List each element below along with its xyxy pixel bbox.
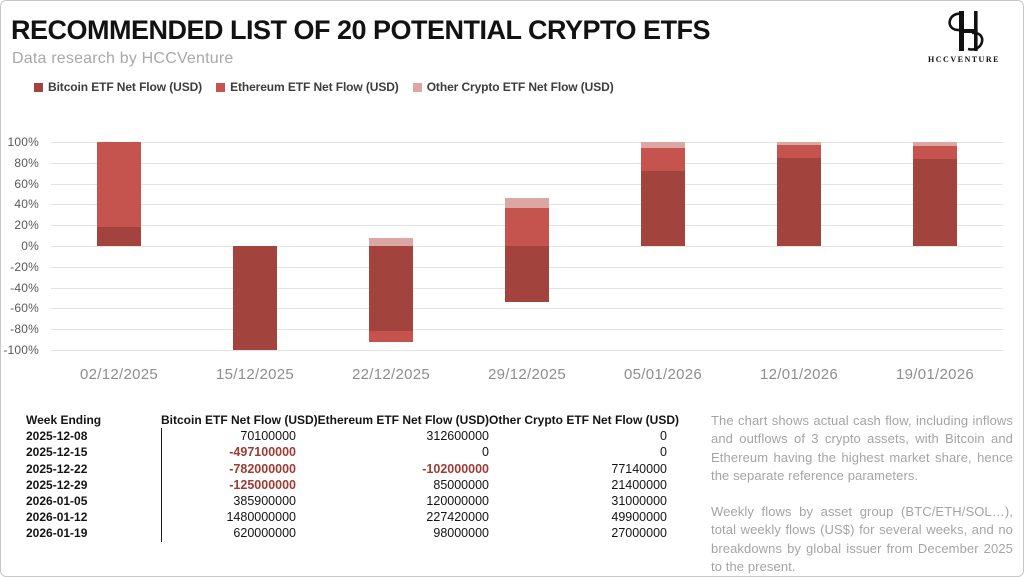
bar-segment-ethereum [369, 330, 413, 342]
legend-label: Other Crypto ETF Net Flow (USD) [426, 80, 614, 94]
x-axis-category-label: 15/12/2025 [215, 366, 295, 383]
table-cell-value: 385900000 [161, 492, 296, 510]
table-cell-value: 49900000 [611, 510, 667, 525]
table-cell-value: 0 [660, 429, 667, 444]
table-header: Ethereum ETF Net Flow (USD) [317, 413, 489, 427]
table-cell-week: 2025-12-22 [26, 461, 88, 476]
table-header: Week Ending [26, 413, 102, 427]
x-axis-category-label: 05/01/2026 [623, 366, 703, 383]
page-title: RECOMMENDED LIST OF 20 POTENTIAL CRYPTO … [11, 15, 711, 45]
bar-segment-bitcoin [777, 158, 821, 246]
annotation-paragraph-1: The chart shows actual cash flow, includ… [711, 413, 1013, 484]
legend-label: Ethereum ETF Net Flow (USD) [230, 80, 399, 94]
table-cell-value: 27000000 [611, 526, 667, 541]
bar-segment-other [913, 142, 957, 146]
table-cell-week: 2026-01-05 [26, 493, 88, 508]
bar-segment-other [505, 198, 549, 208]
y-axis-tick-label: -40% [10, 280, 39, 295]
x-axis-category-label: 19/01/2026 [895, 366, 975, 383]
annotation-paragraph-2: Weekly flows by asset group (BTC/ETH/SOL… [711, 503, 1013, 575]
gridline [51, 329, 1003, 331]
y-axis-tick-label: 100% [7, 135, 39, 149]
x-axis-category-label: 29/12/2025 [487, 366, 567, 383]
table-cell-value: 312600000 [426, 429, 489, 444]
table-cell-value: 1480000000 [161, 509, 296, 526]
chart-legend: Bitcoin ETF Net Flow (USD) Ethereum ETF N… [34, 80, 614, 94]
table-cell-value: 227420000 [426, 510, 489, 525]
bar-segment-bitcoin [641, 171, 685, 246]
table-cell-value: -497100000 [161, 444, 296, 461]
bar-segment-other [777, 142, 821, 145]
y-axis-tick-label: 0% [21, 239, 39, 253]
flows-table: Week Ending Bitcoin ETF Net Flow (USD) Eth… [26, 412, 679, 542]
table-cell-value: 85000000 [433, 477, 489, 492]
table-cell-week: 2025-12-29 [26, 477, 88, 492]
y-axis-tick-label: -60% [10, 301, 39, 316]
legend-label: Bitcoin ETF Net Flow (USD) [48, 80, 203, 94]
y-axis-tick-label: -20% [10, 259, 39, 274]
x-axis-category-label: 22/12/2025 [351, 366, 431, 383]
brand-logo: HCCVENTURE [921, 7, 1007, 64]
bar-segment-ethereum [777, 144, 821, 159]
legend-swatch-icon [412, 82, 422, 92]
table-cell-value: 0 [660, 445, 667, 460]
bar-segment-other [369, 237, 413, 246]
table-cell-value: 21400000 [611, 477, 667, 492]
table-cell-value: 31000000 [611, 493, 667, 508]
x-axis-category-label: 12/01/2026 [759, 366, 839, 383]
bar-segment-bitcoin [97, 226, 141, 246]
table-cell-week: 2025-12-15 [26, 445, 88, 460]
table-header: Other Crypto ETF Net Flow (USD) [489, 413, 679, 427]
bar-segment-other [641, 142, 685, 148]
bar-segment-bitcoin [505, 246, 549, 303]
table-cell-week: 2026-01-12 [26, 510, 88, 525]
table-cell-value: 0 [482, 445, 489, 460]
gridline [51, 142, 1003, 143]
legend-item: Ethereum ETF Net Flow (USD) [216, 80, 399, 94]
legend-item: Other Crypto ETF Net Flow (USD) [412, 80, 614, 94]
bar-segment-bitcoin [233, 246, 277, 350]
x-axis-category-label: 02/12/2025 [79, 366, 159, 383]
gridline [51, 308, 1003, 310]
table-cell-value: 620000000 [161, 525, 296, 542]
gridline [51, 162, 1003, 164]
table-cell-value: 77140000 [611, 461, 667, 476]
gridline [51, 183, 1003, 185]
y-axis-tick-label: 40% [14, 197, 39, 212]
bar-segment-ethereum [505, 207, 549, 246]
legend-swatch-icon [34, 82, 43, 92]
bar-segment-ethereum [97, 142, 141, 227]
table-cell-value: 120000000 [426, 493, 489, 508]
table-cell-value: 70100000 [161, 428, 296, 445]
monogram-h-icon [948, 11, 984, 51]
legend-swatch-icon [216, 82, 226, 92]
y-axis-tick-label: -100% [3, 343, 39, 357]
legend-item: Bitcoin ETF Net Flow (USD) [34, 80, 202, 94]
y-axis-tick-label: 60% [14, 176, 39, 191]
y-axis-tick-label: 80% [14, 155, 39, 170]
bar-segment-ethereum [913, 145, 957, 160]
table-cell-week: 2025-12-08 [26, 429, 88, 444]
y-axis-tick-label: -80% [10, 322, 39, 337]
table-cell-week: 2026-01-19 [26, 526, 88, 541]
bar-segment-bitcoin [913, 159, 957, 246]
table-cell-value: -782000000 [161, 460, 296, 477]
brand-name: HCCVENTURE [928, 55, 1000, 64]
bar-segment-ethereum [641, 148, 685, 172]
bar-segment-bitcoin [369, 246, 413, 331]
plot-area [51, 142, 1003, 351]
gridline [51, 350, 1003, 351]
page-subtitle: Data research by HCCVenture [12, 50, 234, 67]
y-axis-tick-label: 20% [14, 218, 39, 233]
table-cell-value: 98000000 [433, 526, 489, 541]
chart-area: 100% 80% 60% 40% 20% 0% -20% -40% -60% -80% -100% … [1, 135, 1023, 397]
table-header: Bitcoin ETF Net Flow (USD) [161, 413, 318, 427]
table-cell-value: -102000000 [422, 461, 489, 476]
table-cell-value: -125000000 [161, 476, 296, 493]
annotation-text: The chart shows actual cash flow, includ… [711, 412, 1013, 576]
